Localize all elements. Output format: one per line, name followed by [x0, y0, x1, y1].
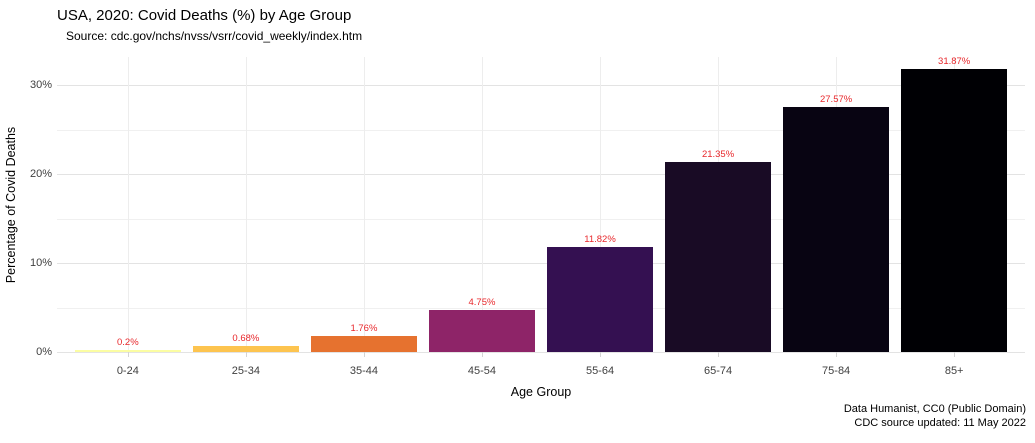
- y-tick-label-10%: 10%: [29, 257, 52, 270]
- x-tick-label-35-44: 35-44: [349, 365, 378, 377]
- chart-subtitle: Source: cdc.gov/nchs/nvss/vsrr/covid_wee…: [66, 29, 363, 43]
- bar-25-34: [192, 345, 299, 352]
- bar-0-24: [74, 350, 181, 352]
- bar-85+: [901, 68, 1008, 352]
- minor-gridline: [57, 129, 1025, 131]
- x-tick-label-55-64: 55-64: [585, 365, 615, 377]
- bar-45-54: [428, 309, 536, 352]
- vertical-gridline: [245, 57, 247, 352]
- bar-value-label: 21.35%: [701, 149, 735, 161]
- bar-value-label: 1.76%: [350, 323, 378, 335]
- vertical-gridline: [600, 57, 602, 352]
- bar-value-label: 0.68%: [232, 332, 260, 344]
- minor-gridline: [57, 218, 1025, 220]
- x-tick-label-45-54: 45-54: [467, 365, 497, 377]
- bar-35-44: [310, 336, 418, 352]
- y-tick-label-0%: 0%: [36, 346, 52, 358]
- bar-value-label: 27.57%: [819, 94, 853, 106]
- bar-value-label: 0.2%: [117, 337, 139, 349]
- x-tick-label-75-84: 75-84: [822, 365, 851, 377]
- x-tick-label-25-34: 25-34: [231, 365, 260, 377]
- x-tick-label-65-74: 65-74: [703, 365, 733, 377]
- x-tick-mark: [600, 352, 602, 357]
- x-tick-mark: [836, 352, 838, 357]
- chart-title: USA, 2020: Covid Deaths (%) by Age Group: [57, 7, 352, 24]
- bar-value-label: 31.87%: [938, 55, 971, 67]
- plot-panel: 0.2% 0.68% 1.76% 4.75% 11.82% 21.35% 27.57% 31.…: [57, 55, 1025, 357]
- major-gridline: [57, 85, 1025, 87]
- x-tick-mark: [127, 352, 129, 357]
- bar-65-74: [664, 162, 772, 352]
- x-tick-mark: [481, 352, 483, 357]
- minor-gridline: [57, 307, 1025, 309]
- x-tick-mark: [245, 352, 247, 357]
- caption-updated-date: CDC source updated: 11 May 2022: [854, 416, 1026, 429]
- y-tick-label-20%: 20%: [29, 168, 52, 181]
- bar-value-label: 4.75%: [468, 296, 496, 308]
- major-gridline: [57, 174, 1025, 176]
- major-gridline: [57, 352, 1025, 353]
- vertical-gridline: [481, 57, 483, 352]
- bar-value-label: 11.82%: [584, 233, 616, 245]
- x-axis-title: Age Group: [510, 385, 572, 399]
- x-tick-label-85+: 85+: [944, 365, 964, 377]
- chart-caption: Data Humanist, CC0 (Public Domain) CDC s…: [844, 403, 1026, 430]
- x-tick-mark: [718, 352, 720, 357]
- bar-75-84: [783, 107, 890, 352]
- x-tick-mark: [363, 352, 365, 357]
- x-tick-label-0-24: 0-24: [116, 365, 139, 377]
- vertical-gridline: [363, 57, 365, 352]
- y-axis-title-container: Percentage of Covid Deaths: [2, 57, 20, 352]
- y-tick-label-30%: 30%: [29, 79, 52, 92]
- caption-attribution: Data Humanist, CC0 (Public Domain): [843, 403, 1026, 415]
- major-gridline: [57, 263, 1025, 265]
- y-axis-title: Percentage of Covid Deaths: [4, 126, 18, 283]
- bar-55-64: [546, 246, 654, 352]
- x-tick-mark: [954, 352, 956, 357]
- vertical-gridline: [127, 57, 129, 352]
